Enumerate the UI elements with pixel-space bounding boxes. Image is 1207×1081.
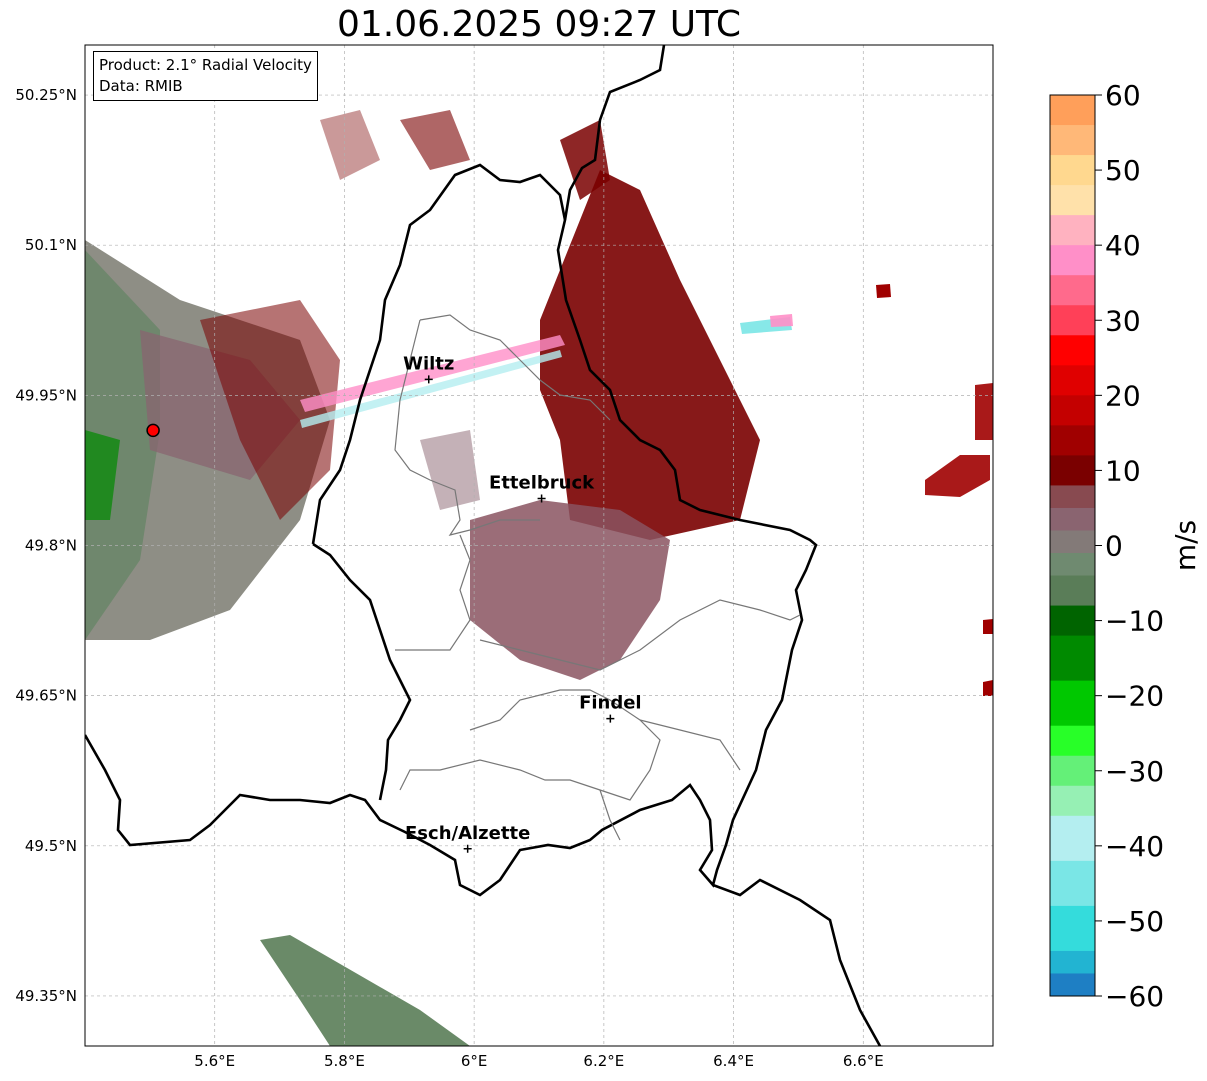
city-label: Esch/Alzette: [405, 823, 530, 844]
colorbar-band: [1050, 455, 1095, 486]
city-marker: [424, 375, 433, 384]
colorbar-unit-label: m/s: [1169, 520, 1202, 571]
colorbar-band: [1050, 215, 1095, 246]
colorbar-band: [1050, 185, 1095, 216]
lat-tick-label: 49.8°N: [25, 537, 77, 555]
city-label: Wiltz: [403, 353, 454, 374]
country-borders: [85, 45, 882, 1046]
colorbar-tick-label: −40: [1105, 830, 1164, 863]
colorbar-band: [1050, 95, 1095, 126]
city-marker: [463, 844, 472, 853]
city-label: Findel: [579, 693, 642, 714]
colorbar-tick-label: −20: [1105, 680, 1164, 713]
colorbar-band: [1050, 365, 1095, 396]
lat-tick-label: 50.25°N: [15, 86, 77, 104]
lon-tick-label: 6.6°E: [843, 1052, 884, 1070]
colorbar-band: [1050, 507, 1095, 531]
colorbar-band: [1050, 785, 1095, 817]
colorbar-band: [1050, 530, 1095, 554]
city-marker: [537, 494, 546, 503]
radar-site-marker: [146, 423, 160, 438]
colorbar-band: [1050, 815, 1095, 862]
colorbar-band: [1050, 725, 1095, 757]
city-marker: [606, 714, 615, 723]
colorbar-band: [1050, 860, 1095, 907]
lon-tick-label: 6.2°E: [583, 1052, 624, 1070]
city-label: Ettelbruck: [489, 472, 595, 493]
radar-echoes: [85, 110, 993, 1046]
colorbar-band: [1050, 605, 1095, 637]
grid-lines: [85, 45, 993, 1046]
lat-tick-label: 50.1°N: [25, 236, 77, 254]
lon-tick-label: 6.4°E: [713, 1052, 754, 1070]
colorbar-band: [1050, 245, 1095, 276]
colorbar-band: [1050, 395, 1095, 426]
data-source-label: Data: RMIB: [99, 77, 183, 95]
colorbar-band: [1050, 755, 1095, 787]
colorbar-tick-label: 50: [1105, 154, 1141, 187]
colorbar-tick-label: −10: [1105, 605, 1164, 638]
colorbar-band: [1050, 305, 1095, 336]
info-box: Product: 2.1° Radial Velocity Data: RMIB: [93, 51, 318, 101]
colorbar: 60 50 40 30 20 10 0 −10 −20 −30 −40 −50 −60 m/s: [1049, 79, 1202, 1013]
colorbar-tick-label: 10: [1105, 454, 1141, 487]
colorbar-band: [1050, 575, 1095, 607]
colorbar-tick-label: 20: [1105, 379, 1141, 412]
colorbar-tick-label: −60: [1105, 980, 1164, 1013]
colorbar-band: [1050, 680, 1095, 727]
colorbar-band: [1050, 485, 1095, 509]
lat-tick-label: 49.5°N: [25, 837, 77, 855]
lon-tick-label: 5.8°E: [324, 1052, 365, 1070]
lat-tick-label: 49.35°N: [15, 987, 77, 1005]
colorbar-band: [1050, 905, 1095, 952]
radar-site: [146, 423, 160, 438]
colorbar-band: [1050, 553, 1095, 577]
colorbar-tick-label: 30: [1105, 304, 1141, 337]
colorbar-band: [1050, 335, 1095, 366]
latitude-ticks: 50.25°N 50.1°N 49.95°N 49.8°N 49.65°N 49.5°N 4…: [15, 86, 77, 1005]
lat-tick-label: 49.65°N: [15, 687, 77, 705]
colorbar-band: [1050, 635, 1095, 682]
plot-frame: [84, 44, 994, 1047]
colorbar-band: [1050, 155, 1095, 186]
product-label: Product: 2.1° Radial Velocity: [99, 56, 312, 74]
lon-tick-label: 6°E: [461, 1052, 488, 1070]
colorbar-band: [1050, 950, 1095, 974]
colorbar-tick-label: 40: [1105, 229, 1141, 262]
colorbar-band: [1050, 275, 1095, 306]
colorbar-tick-label: 0: [1105, 530, 1123, 563]
colorbar-band: [1050, 425, 1095, 456]
colorbar-band: [1050, 973, 1095, 997]
longitude-ticks: 5.6°E 5.8°E 6°E 6.2°E 6.4°E 6.6°E: [194, 1052, 883, 1070]
colorbar-tick-label: −30: [1105, 755, 1164, 788]
map-title: 01.06.2025 09:27 UTC: [336, 4, 742, 45]
colorbar-tick-label: 60: [1105, 79, 1141, 112]
city-markers: Wiltz Ettelbruck Findel Esch/Alzette: [403, 353, 642, 853]
lat-tick-label: 49.95°N: [15, 386, 77, 404]
colorbar-tick-label: −50: [1105, 905, 1164, 938]
colorbar-band: [1050, 125, 1095, 156]
lon-tick-label: 5.6°E: [194, 1052, 235, 1070]
